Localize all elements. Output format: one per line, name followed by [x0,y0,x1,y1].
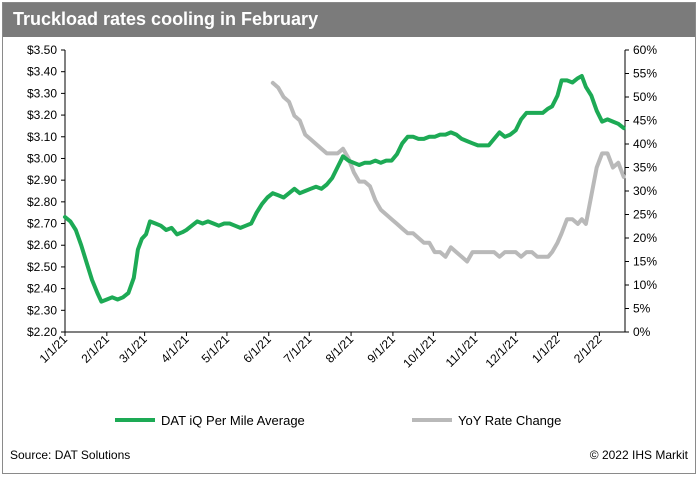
x-tick-label: 2/1/22 [571,332,605,366]
y-right-tick-label: 60% [633,43,657,57]
y-left-tick-label: $3.10 [27,130,57,144]
y-right-tick-label: 25% [633,208,657,222]
chart-frame: Truckload rates cooling in February [2,2,696,474]
x-tick-label: 7/1/21 [281,332,315,366]
y-left-tick-label: $2.30 [27,303,57,317]
legend-label: YoY Rate Change [458,413,561,428]
x-tick-label: 4/1/21 [158,332,192,366]
x-tick-label: 8/1/21 [323,332,357,366]
legend-item-yoy: YoY Rate Change [412,413,561,428]
title-bar: Truckload rates cooling in February [3,3,695,37]
x-tick-label: 11/1/21 [443,332,481,370]
y-right-tick-label: 30% [633,184,657,198]
x-tick-label: 10/1/21 [400,332,438,370]
y-right-tick-label: 55% [633,67,657,81]
y-right-tick-label: 40% [633,137,657,151]
y-left-tick-label: $3.00 [27,151,57,165]
series-layer [63,74,626,304]
y-right-tick-label: 20% [633,231,657,245]
series-line-dat-iq-per-mile-average [63,74,626,304]
y-left-tick-label: $2.90 [27,173,57,187]
x-tick-label: 9/1/21 [365,332,399,366]
chart-axes: $2.20 $2.30 $2.40 $2.50 $2.60 $2.70 $2.80 $2.90… [27,43,657,370]
y-right-tick-label: 35% [633,161,657,175]
chart-title: Truckload rates cooling in February [13,9,319,29]
y-left-tick-label: $2.50 [27,260,57,274]
y-left-tick-label: $2.40 [27,282,57,296]
copyright-note: © 2022 IHS Markit [589,448,688,462]
legend-label: DAT iQ Per Mile Average [161,413,305,428]
y-right-tick-label: 45% [633,114,657,128]
x-tick-label: 12/1/21 [483,332,521,370]
y-left-tick-label: $3.50 [27,43,57,57]
y-left-tick-label: $3.20 [27,108,57,122]
y-left-tick-label: $2.70 [27,217,57,231]
y-right-tick-label: 15% [633,255,657,269]
x-tick-label: 5/1/21 [199,332,233,366]
series-line-yoy-rate-change [270,80,626,264]
x-tick-label: 1/1/22 [529,332,563,366]
legend-item-dat-iq: DAT iQ Per Mile Average [115,413,305,428]
y-right-tick-label: 50% [633,90,657,104]
chart-legend: DAT iQ Per Mile Average YoY Rate Change [115,413,561,428]
y-right-tick-label: 5% [633,302,651,316]
x-tick-label: 6/1/21 [240,332,274,366]
y-right-tick-label: 10% [633,278,657,292]
y-left-tick-label: $2.60 [27,238,57,252]
y-left-tick-label: $2.80 [27,195,57,209]
x-tick-label: 3/1/21 [116,332,150,366]
y-right-tick-label: 0% [633,325,651,339]
x-tick-label: 2/1/21 [78,332,112,366]
y-left-tick-label: $3.30 [27,86,57,100]
y-left-tick-label: $2.20 [27,325,57,339]
y-left-tick-label: $3.40 [27,65,57,79]
source-note: Source: DAT Solutions [10,448,131,462]
